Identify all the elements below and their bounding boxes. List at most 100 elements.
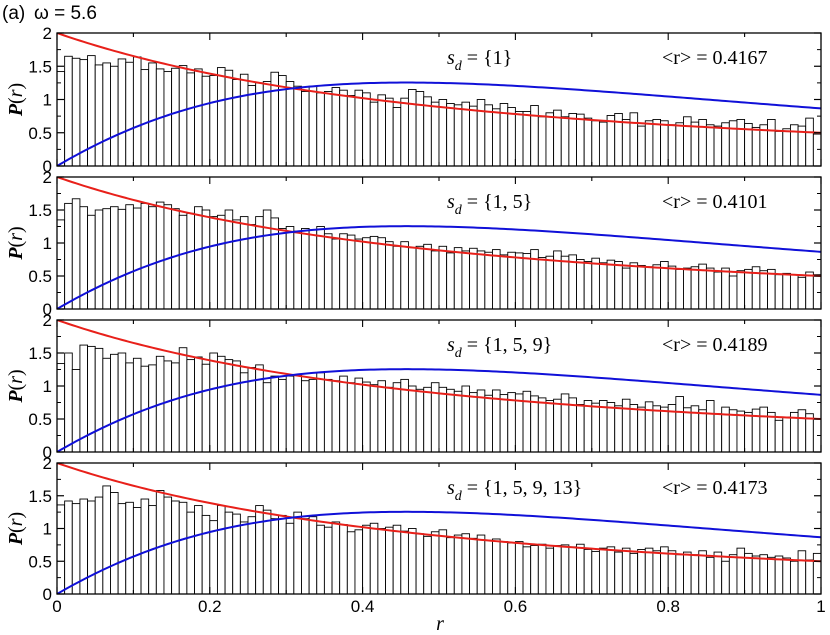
histogram-bar (705, 124, 715, 166)
histogram-bar (262, 81, 272, 166)
y-tick-label: 2 (43, 311, 52, 330)
histogram-bar (675, 554, 684, 594)
histogram-bar (178, 501, 188, 594)
histogram-bar (163, 71, 173, 166)
histogram-bar (667, 124, 677, 166)
poisson-curve (57, 33, 821, 134)
histogram-bar (430, 250, 440, 309)
histogram-bar (262, 509, 272, 594)
histogram-bar (285, 375, 295, 452)
histogram-bar (308, 516, 318, 594)
histogram-bar (377, 94, 386, 166)
histogram-bar (377, 528, 386, 594)
histogram-bar (117, 352, 127, 452)
histogram-bar (385, 386, 394, 452)
histogram-bar (239, 216, 249, 309)
histogram-bar (576, 543, 585, 594)
histogram-bar (392, 524, 402, 594)
histogram-bar (301, 518, 310, 594)
histogram-bar (385, 241, 394, 309)
histogram-bar (316, 226, 325, 309)
histogram-bar (323, 91, 333, 166)
histogram-bar (606, 259, 616, 309)
histogram-bar (323, 378, 333, 452)
histogram-bar (576, 404, 585, 452)
y-tick-label: 0.5 (28, 552, 52, 571)
histogram-bar (736, 270, 746, 309)
histogram-bar (209, 216, 218, 309)
histogram-bar (446, 537, 455, 594)
histogram-bar (194, 206, 203, 309)
histogram-bar (247, 85, 257, 166)
histogram-bar (453, 534, 463, 594)
histogram-bar (637, 406, 646, 452)
histogram-bar (484, 539, 493, 594)
histogram-bar (469, 392, 478, 452)
histogram-bar (683, 407, 692, 452)
histogram-bar (216, 505, 226, 594)
histogram-bar (621, 267, 631, 309)
histogram-bar (285, 522, 295, 594)
y-tick-label: 0.5 (28, 410, 52, 429)
histogram-bar (316, 372, 325, 452)
histogram-bar (415, 388, 425, 452)
histogram-bar (675, 122, 684, 166)
histogram-bar (201, 209, 211, 309)
histogram-bar (255, 82, 264, 166)
histogram-bar (423, 386, 432, 452)
histogram-bar (392, 245, 402, 309)
histogram-bar (125, 204, 134, 309)
histogram-bar (278, 228, 287, 309)
histogram-bar (438, 386, 448, 452)
histogram-bar (132, 207, 142, 309)
y-tick-label: 1.5 (28, 201, 52, 220)
histogram-bar (438, 245, 448, 309)
histogram-bar (255, 364, 264, 452)
histogram-bar (507, 107, 516, 166)
histogram-bar (530, 545, 539, 594)
histogram-bar (301, 91, 310, 166)
histogram-bar (705, 400, 715, 452)
histogram-bar (377, 237, 386, 309)
histogram-bar (453, 104, 463, 166)
histogram-bar (308, 229, 318, 309)
histogram-bar (148, 62, 157, 166)
histogram-bar (125, 362, 134, 452)
y-axis-label: P(r) (5, 369, 27, 403)
histogram-bar (407, 528, 417, 594)
histogram-bar (583, 261, 593, 309)
histogram-bar (178, 347, 188, 452)
histogram-bar (461, 101, 471, 166)
histogram-bar (125, 61, 134, 166)
histogram-bar (369, 235, 379, 309)
histogram-bar (270, 375, 280, 452)
histogram-bar (484, 394, 493, 452)
histogram-bar (507, 542, 516, 594)
histogram-bar (591, 550, 600, 594)
histogram-bar (583, 400, 593, 452)
histogram-bar (736, 118, 746, 166)
y-tick-label: 0.5 (28, 124, 52, 143)
histogram-bar (216, 214, 226, 309)
histogram-bar (262, 209, 272, 309)
histogram-bar (721, 267, 730, 309)
histogram-bar (499, 541, 509, 594)
mean-r-annotation: <r> = 0.4101 (662, 191, 768, 213)
histogram-bar (132, 56, 142, 166)
histogram-bar (102, 208, 111, 309)
histogram-bar (514, 393, 524, 452)
histogram-bar (232, 219, 241, 309)
poisson-curve (57, 320, 821, 420)
histogram-bar (767, 411, 776, 452)
sd-annotation: sd = {1, 5, 9, 13} (447, 477, 582, 504)
histogram-bar (57, 504, 66, 594)
histogram-bar (407, 385, 417, 452)
histogram-bar (507, 251, 516, 309)
histogram-bar (87, 345, 96, 452)
histogram-bar (667, 550, 677, 594)
histogram-bar (759, 270, 768, 309)
histogram-bar (629, 112, 639, 166)
histogram-bar (499, 394, 509, 452)
histogram-bar (797, 276, 807, 309)
goe-curve (57, 225, 821, 309)
